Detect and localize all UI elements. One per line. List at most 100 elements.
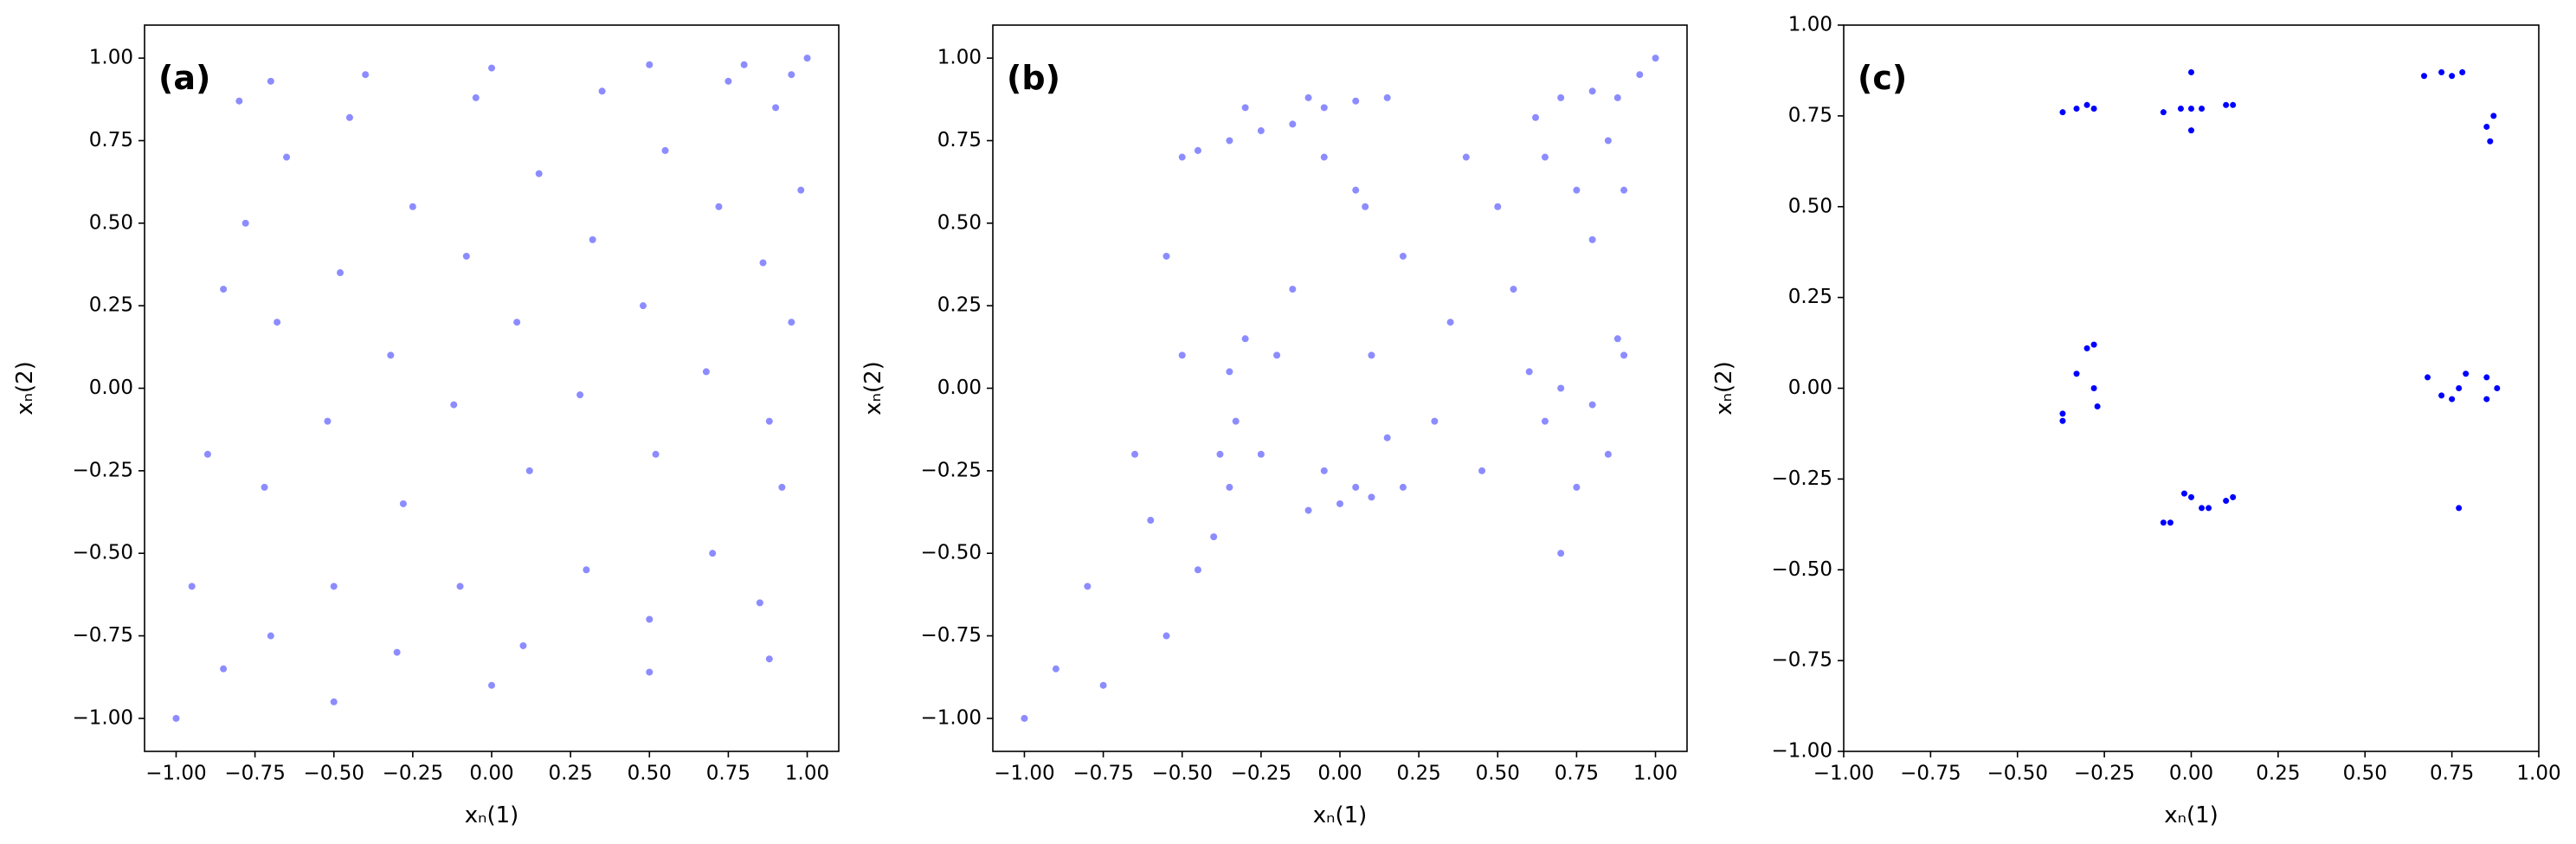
point xyxy=(1194,566,1201,574)
y-tick-label: 0.75 xyxy=(89,129,133,151)
x-tick-label: 1.00 xyxy=(785,763,829,785)
point xyxy=(1604,137,1612,145)
point xyxy=(1588,87,1596,95)
point xyxy=(2230,493,2237,500)
x-tick-label: −0.75 xyxy=(1900,763,1961,785)
point xyxy=(220,286,228,293)
point xyxy=(576,391,584,399)
point xyxy=(2073,370,2080,377)
x-tick-label: 1.00 xyxy=(2516,763,2560,785)
y-axis-label: xₙ(2) xyxy=(860,361,886,416)
point xyxy=(1557,384,1565,392)
point xyxy=(1320,153,1328,161)
x-axis-label: xₙ(1) xyxy=(465,802,519,828)
point xyxy=(1532,113,1540,121)
x-tick-label: 0.25 xyxy=(2256,763,2300,785)
point xyxy=(1431,417,1439,425)
x-tick-label: 0.75 xyxy=(2430,763,2474,785)
point xyxy=(2463,370,2470,377)
point xyxy=(1368,351,1375,359)
point xyxy=(1320,104,1328,112)
point xyxy=(2438,69,2445,76)
point xyxy=(2073,105,2080,112)
point xyxy=(1241,335,1249,343)
x-tick-label: −0.50 xyxy=(1987,763,2048,785)
x-tick-label: 0.75 xyxy=(1555,763,1599,785)
point xyxy=(1210,533,1218,541)
point xyxy=(2090,341,2097,348)
panel-title: (b) xyxy=(1007,59,1060,97)
point xyxy=(1541,153,1549,161)
x-tick-label: −0.75 xyxy=(224,763,285,785)
point xyxy=(2180,490,2187,497)
point xyxy=(715,203,723,210)
point xyxy=(2160,519,2167,526)
x-tick-label: −0.50 xyxy=(303,763,364,785)
point xyxy=(583,566,590,574)
point xyxy=(2090,385,2097,391)
point xyxy=(797,186,805,194)
point xyxy=(778,483,786,491)
y-tick-label: 0.25 xyxy=(89,294,133,317)
point xyxy=(2494,385,2501,391)
point xyxy=(2177,105,2184,112)
point xyxy=(2483,396,2490,403)
point xyxy=(759,259,767,267)
point xyxy=(220,665,228,673)
x-tick-label: 0.50 xyxy=(2343,763,2387,785)
point xyxy=(2188,493,2194,500)
point xyxy=(2188,127,2194,134)
point xyxy=(1620,186,1628,194)
y-tick-label: −0.25 xyxy=(921,459,982,481)
point xyxy=(1383,434,1391,441)
point xyxy=(2206,505,2212,512)
point xyxy=(2083,345,2090,351)
point xyxy=(1588,235,1596,243)
point xyxy=(740,61,748,68)
point xyxy=(1362,203,1369,210)
point xyxy=(1573,483,1581,491)
y-tick-label: −0.75 xyxy=(73,624,133,647)
point xyxy=(2456,505,2463,512)
point xyxy=(1226,137,1233,145)
y-tick-label: −0.50 xyxy=(1772,558,1832,581)
point xyxy=(1131,450,1139,458)
point xyxy=(1636,71,1644,79)
point xyxy=(1320,467,1328,474)
point xyxy=(2456,385,2463,391)
x-tick-label: 0.25 xyxy=(549,763,593,785)
point xyxy=(2230,101,2237,108)
y-tick-label: 0.00 xyxy=(89,377,133,399)
point xyxy=(2223,498,2230,505)
y-tick-label: −0.75 xyxy=(1772,649,1832,672)
y-tick-label: −0.25 xyxy=(73,459,133,481)
point xyxy=(1226,483,1233,491)
x-tick-label: 0.50 xyxy=(628,763,672,785)
point xyxy=(274,319,281,326)
point xyxy=(724,77,732,85)
point xyxy=(337,269,345,277)
x-tick-label: −0.75 xyxy=(1072,763,1133,785)
y-tick-label: 0.75 xyxy=(937,129,982,151)
y-tick-label: 0.25 xyxy=(937,294,982,317)
point xyxy=(2449,73,2456,80)
point xyxy=(2425,374,2431,381)
x-tick-label: 0.25 xyxy=(1397,763,1441,785)
point xyxy=(409,203,416,210)
point xyxy=(2459,69,2466,76)
y-tick-label: 0.00 xyxy=(1788,377,1832,399)
point xyxy=(1257,127,1265,135)
point xyxy=(488,64,495,72)
x-tick-label: −0.25 xyxy=(2074,763,2135,785)
point xyxy=(1304,506,1312,514)
y-tick-label: 0.25 xyxy=(1788,286,1832,308)
point xyxy=(765,417,773,425)
y-tick-label: −1.00 xyxy=(1772,740,1832,763)
point xyxy=(2490,113,2497,119)
point xyxy=(2483,374,2490,381)
point xyxy=(2487,138,2494,145)
y-tick-label: −0.75 xyxy=(921,624,982,647)
point xyxy=(1613,93,1621,101)
point xyxy=(652,450,660,458)
